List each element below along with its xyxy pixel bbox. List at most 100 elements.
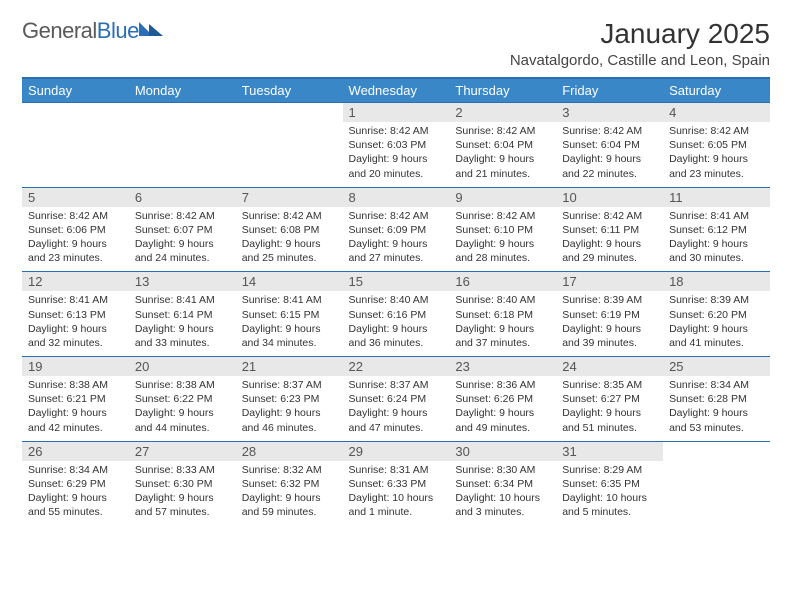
day-line: and 36 minutes. <box>349 336 444 350</box>
day-cell <box>663 441 770 525</box>
day-body: Sunrise: 8:35 AMSunset: 6:27 PMDaylight:… <box>556 376 663 441</box>
day-line: and 23 minutes. <box>28 251 123 265</box>
logo-text: GeneralBlue <box>22 18 139 44</box>
day-body: Sunrise: 8:41 AMSunset: 6:12 PMDaylight:… <box>663 207 770 272</box>
day-body: Sunrise: 8:41 AMSunset: 6:14 PMDaylight:… <box>129 291 236 356</box>
day-line: Daylight: 9 hours <box>349 322 444 336</box>
day-line: Sunset: 6:28 PM <box>669 392 764 406</box>
day-line: Sunset: 6:06 PM <box>28 223 123 237</box>
day-body: Sunrise: 8:37 AMSunset: 6:24 PMDaylight:… <box>343 376 450 441</box>
day-line: Sunset: 6:04 PM <box>455 138 550 152</box>
day-line: Sunrise: 8:42 AM <box>562 124 657 138</box>
day-line: and 34 minutes. <box>242 336 337 350</box>
day-line: Sunrise: 8:36 AM <box>455 378 550 392</box>
day-line: Sunrise: 8:34 AM <box>28 463 123 477</box>
day-body: Sunrise: 8:42 AMSunset: 6:07 PMDaylight:… <box>129 207 236 272</box>
day-line: Sunset: 6:35 PM <box>562 477 657 491</box>
day-line: Daylight: 9 hours <box>562 406 657 420</box>
day-line: Daylight: 9 hours <box>455 152 550 166</box>
day-line: Daylight: 9 hours <box>135 491 230 505</box>
day-header: Wednesday <box>343 78 450 103</box>
day-number: 7 <box>236 188 343 207</box>
day-number: 21 <box>236 357 343 376</box>
day-line: and 33 minutes. <box>135 336 230 350</box>
day-body: Sunrise: 8:34 AMSunset: 6:28 PMDaylight:… <box>663 376 770 441</box>
day-line: Sunset: 6:09 PM <box>349 223 444 237</box>
day-cell: 7Sunrise: 8:42 AMSunset: 6:08 PMDaylight… <box>236 187 343 272</box>
day-line: Sunrise: 8:41 AM <box>242 293 337 307</box>
day-line: Sunset: 6:19 PM <box>562 308 657 322</box>
day-line: Sunrise: 8:41 AM <box>28 293 123 307</box>
day-line: Sunrise: 8:34 AM <box>669 378 764 392</box>
day-header: Tuesday <box>236 78 343 103</box>
day-line: Sunrise: 8:33 AM <box>135 463 230 477</box>
day-number: 30 <box>449 442 556 461</box>
day-line: and 49 minutes. <box>455 421 550 435</box>
day-line: Sunset: 6:10 PM <box>455 223 550 237</box>
day-cell: 9Sunrise: 8:42 AMSunset: 6:10 PMDaylight… <box>449 187 556 272</box>
day-cell: 27Sunrise: 8:33 AMSunset: 6:30 PMDayligh… <box>129 441 236 525</box>
day-line: Sunrise: 8:40 AM <box>349 293 444 307</box>
day-line: Sunrise: 8:30 AM <box>455 463 550 477</box>
day-line: Sunrise: 8:39 AM <box>669 293 764 307</box>
day-line: Daylight: 9 hours <box>669 322 764 336</box>
day-body: Sunrise: 8:40 AMSunset: 6:16 PMDaylight:… <box>343 291 450 356</box>
day-body: Sunrise: 8:42 AMSunset: 6:03 PMDaylight:… <box>343 122 450 187</box>
logo-triangle-icon <box>139 20 165 38</box>
day-line: Sunset: 6:34 PM <box>455 477 550 491</box>
day-line: and 41 minutes. <box>669 336 764 350</box>
day-line: and 53 minutes. <box>669 421 764 435</box>
day-body: Sunrise: 8:42 AMSunset: 6:11 PMDaylight:… <box>556 207 663 272</box>
day-header: Sunday <box>22 78 129 103</box>
day-line: Sunset: 6:14 PM <box>135 308 230 322</box>
day-line: Sunset: 6:11 PM <box>562 223 657 237</box>
day-cell: 17Sunrise: 8:39 AMSunset: 6:19 PMDayligh… <box>556 272 663 357</box>
day-number: 12 <box>22 272 129 291</box>
day-number: 19 <box>22 357 129 376</box>
day-line: Sunset: 6:23 PM <box>242 392 337 406</box>
day-line: and 57 minutes. <box>135 505 230 519</box>
day-cell: 26Sunrise: 8:34 AMSunset: 6:29 PMDayligh… <box>22 441 129 525</box>
day-line: Sunset: 6:03 PM <box>349 138 444 152</box>
day-cell: 2Sunrise: 8:42 AMSunset: 6:04 PMDaylight… <box>449 103 556 188</box>
day-line: Daylight: 10 hours <box>349 491 444 505</box>
day-line: Sunrise: 8:35 AM <box>562 378 657 392</box>
day-cell: 12Sunrise: 8:41 AMSunset: 6:13 PMDayligh… <box>22 272 129 357</box>
day-header: Monday <box>129 78 236 103</box>
day-line: Sunset: 6:15 PM <box>242 308 337 322</box>
day-line: Sunrise: 8:42 AM <box>242 209 337 223</box>
day-line: and 44 minutes. <box>135 421 230 435</box>
day-cell: 30Sunrise: 8:30 AMSunset: 6:34 PMDayligh… <box>449 441 556 525</box>
day-body: Sunrise: 8:34 AMSunset: 6:29 PMDaylight:… <box>22 461 129 526</box>
day-number: 17 <box>556 272 663 291</box>
day-cell: 16Sunrise: 8:40 AMSunset: 6:18 PMDayligh… <box>449 272 556 357</box>
day-line: Daylight: 9 hours <box>242 491 337 505</box>
day-cell: 24Sunrise: 8:35 AMSunset: 6:27 PMDayligh… <box>556 357 663 442</box>
day-body: Sunrise: 8:42 AMSunset: 6:08 PMDaylight:… <box>236 207 343 272</box>
day-line: Sunrise: 8:41 AM <box>669 209 764 223</box>
day-line: Daylight: 9 hours <box>562 152 657 166</box>
day-line: Sunrise: 8:42 AM <box>669 124 764 138</box>
day-line: and 51 minutes. <box>562 421 657 435</box>
day-line: Sunrise: 8:42 AM <box>455 124 550 138</box>
day-cell: 11Sunrise: 8:41 AMSunset: 6:12 PMDayligh… <box>663 187 770 272</box>
day-cell: 6Sunrise: 8:42 AMSunset: 6:07 PMDaylight… <box>129 187 236 272</box>
day-body: Sunrise: 8:39 AMSunset: 6:19 PMDaylight:… <box>556 291 663 356</box>
day-cell: 4Sunrise: 8:42 AMSunset: 6:05 PMDaylight… <box>663 103 770 188</box>
day-header: Saturday <box>663 78 770 103</box>
day-line: Daylight: 9 hours <box>135 322 230 336</box>
day-line: and 46 minutes. <box>242 421 337 435</box>
day-number: 10 <box>556 188 663 207</box>
day-line: Sunset: 6:04 PM <box>562 138 657 152</box>
day-body: Sunrise: 8:32 AMSunset: 6:32 PMDaylight:… <box>236 461 343 526</box>
week-row: 1Sunrise: 8:42 AMSunset: 6:03 PMDaylight… <box>22 103 770 188</box>
day-line: and 3 minutes. <box>455 505 550 519</box>
day-line: and 20 minutes. <box>349 167 444 181</box>
day-body: Sunrise: 8:42 AMSunset: 6:09 PMDaylight:… <box>343 207 450 272</box>
day-cell: 28Sunrise: 8:32 AMSunset: 6:32 PMDayligh… <box>236 441 343 525</box>
day-body: Sunrise: 8:36 AMSunset: 6:26 PMDaylight:… <box>449 376 556 441</box>
day-line: Sunset: 6:29 PM <box>28 477 123 491</box>
day-line: Sunset: 6:13 PM <box>28 308 123 322</box>
day-line: and 55 minutes. <box>28 505 123 519</box>
day-line: Daylight: 9 hours <box>669 152 764 166</box>
